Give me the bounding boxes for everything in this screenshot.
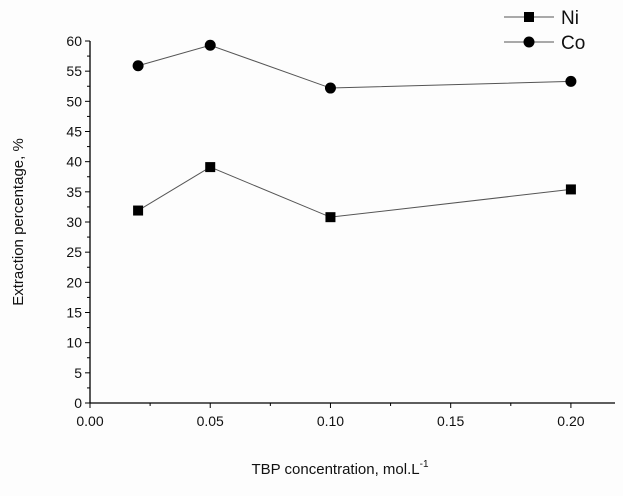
y-tick-label: 55 xyxy=(66,63,82,79)
legend-marker-ni xyxy=(524,12,534,22)
x-tick-label: 0.00 xyxy=(76,413,103,429)
data-point-ni xyxy=(565,184,576,195)
legend-label: Ni xyxy=(561,8,579,29)
y-tick-label: 30 xyxy=(66,214,82,230)
x-tick-label: 0.05 xyxy=(197,413,224,429)
y-tick-label: 60 xyxy=(66,33,82,49)
data-point-co xyxy=(132,60,144,72)
data-point-ni xyxy=(205,162,216,173)
y-tick-label: 40 xyxy=(66,154,82,170)
data-point-ni xyxy=(133,205,144,216)
x-tick-label: 0.15 xyxy=(437,413,464,429)
series-line-co xyxy=(137,44,571,89)
series-line-ni xyxy=(137,166,571,218)
x-axis-label: TBP concentration, mol.L-1 xyxy=(251,459,428,478)
y-tick-label: 0 xyxy=(74,395,82,411)
x-axis-label-superscript: -1 xyxy=(420,459,429,470)
y-axis-label: Extraction percentage, % xyxy=(10,138,27,306)
axes: 0 5 10 15 20 25 30 35 40 45 50 55 60 0.00 0.05 0.10 0.15… xyxy=(66,33,615,429)
y-tick-label: 5 xyxy=(74,365,82,381)
x-tick-label: 0.20 xyxy=(557,413,584,429)
legend: Ni Co xyxy=(504,8,585,54)
data-point-co xyxy=(204,39,216,51)
y-tick-label: 15 xyxy=(66,305,82,321)
x-tick-label: 0.10 xyxy=(317,413,344,429)
x-axis-label-text: TBP concentration, mol.L xyxy=(251,461,419,478)
data-point-co xyxy=(565,75,577,87)
legend-label: Co xyxy=(561,33,585,54)
legend-marker-co xyxy=(523,36,535,48)
y-tick-label: 10 xyxy=(66,335,82,351)
y-tick-label: 20 xyxy=(66,274,82,290)
series-layer xyxy=(132,39,577,223)
y-tick-label: 45 xyxy=(66,124,82,140)
data-point-ni xyxy=(325,212,336,223)
y-tick-label: 25 xyxy=(66,244,82,260)
y-tick-label: 35 xyxy=(66,184,82,200)
data-point-co xyxy=(324,82,336,94)
y-tick-label: 50 xyxy=(66,93,82,109)
